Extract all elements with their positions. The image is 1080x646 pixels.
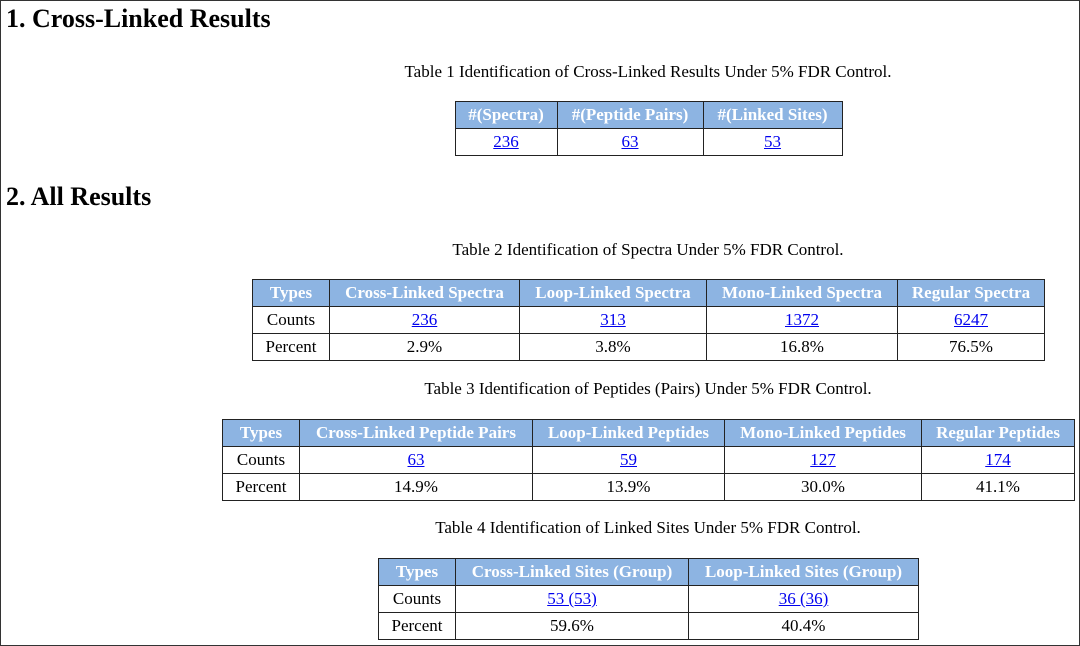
table-row: Counts 236 313 1372 6247 [252,306,1045,334]
header-cell: #(Spectra) [454,101,558,129]
count-link[interactable]: 6247 [954,310,988,329]
data-table: Types Cross-Linked Peptide Pairs Loop-Link… [222,419,1075,501]
count-link[interactable]: 1372 [785,310,819,329]
table-row: Percent 14.9% 13.9% 30.0% 41.1% [222,473,1075,501]
data-table: Types Cross-Linked Sites (Group) Loop-Link… [378,558,919,640]
count-link[interactable]: 36 (36) [778,589,829,608]
table-row: Counts 53 (53) 36 (36) [378,585,919,613]
count-link[interactable]: 59 [620,450,637,469]
table-caption: Table 1 Identification of Cross-Linked R… [404,62,892,81]
table-cell: 3.8% [519,333,707,361]
table-cell: 30.0% [724,473,922,501]
table-cell: 53 [702,128,843,156]
header-cell: Cross-Linked Sites (Group) [455,558,689,586]
table-cell: 59.6% [455,612,689,640]
table-cell: 59 [532,446,725,474]
header-cell: Types [252,279,330,307]
table-cell: 76.5% [897,333,1045,361]
table-cell: Percent [378,612,456,640]
header-cell: Mono-Linked Peptides [724,419,922,447]
table-cell: 63 [556,128,704,156]
header-cell: Loop-Linked Sites (Group) [688,558,919,586]
table-cell: Percent [222,473,300,501]
header-cell: Regular Spectra [897,279,1045,307]
count-link[interactable]: 53 [764,132,781,151]
header-row: Types Cross-Linked Sites (Group) Loop-Link… [378,558,919,586]
table-cell: Counts [222,446,300,474]
table-cell: Counts [378,585,456,613]
table-caption: Table 3 Identification of Peptides (Pair… [424,379,872,398]
count-link[interactable]: 174 [985,450,1011,469]
table-cell: 14.9% [299,473,533,501]
header-cell: #(Peptide Pairs) [556,101,704,129]
header-row: Types Cross-Linked Spectra Loop-Linked Spe… [252,279,1045,307]
table-cell: 41.1% [921,473,1075,501]
table-cell: 6247 [897,306,1045,334]
table-cell: Percent [252,333,330,361]
table-caption: Table 4 Identification of Linked Sites U… [435,518,861,537]
table-cell: 1372 [706,306,898,334]
count-link[interactable]: 236 [493,132,519,151]
count-link[interactable]: 63 [407,450,425,469]
header-cell: Loop-Linked Spectra [519,279,707,307]
table-cell: 174 [921,446,1075,474]
count-link[interactable]: 127 [810,450,836,469]
table-caption: Table 2 Identification of Spectra Under … [452,240,844,259]
section-heading: 1. Cross-Linked Results [6,4,271,33]
table-row: 236 63 53 [454,128,843,156]
table-cell: 236 [454,128,558,156]
header-cell: #(Linked Sites) [702,101,843,129]
table-row: Percent 2.9% 3.8% 16.8% 76.5% [252,333,1045,361]
count-link[interactable]: 63 [621,132,639,151]
header-cell: Types [378,558,456,586]
table-cell: 2.9% [329,333,520,361]
table-cell: 13.9% [532,473,725,501]
header-row: Types Cross-Linked Peptide Pairs Loop-Link… [222,419,1075,447]
header-cell: Regular Peptides [921,419,1075,447]
count-link[interactable]: 313 [600,310,626,329]
section-heading: 2. All Results [6,182,152,211]
header-cell: Cross-Linked Peptide Pairs [299,419,533,447]
data-table: #(Spectra) #(Peptide Pairs) #(Linked Sites… [454,101,843,156]
table-cell: 53 (53) [455,585,689,613]
header-row: #(Spectra) #(Peptide Pairs) #(Linked Sites… [454,101,843,129]
table-cell: 16.8% [706,333,898,361]
table-cell: 63 [299,446,533,474]
header-cell: Mono-Linked Spectra [706,279,898,307]
header-cell: Cross-Linked Spectra [329,279,520,307]
table-cell: Counts [252,306,330,334]
header-cell: Types [222,419,300,447]
table-cell: 40.4% [688,612,919,640]
count-link[interactable]: 236 [411,310,438,329]
data-table: Types Cross-Linked Spectra Loop-Linked Spe… [252,279,1045,361]
count-link[interactable]: 53 (53) [547,589,597,608]
table-row: Counts 63 59 127 174 [222,446,1075,474]
table-cell: 36 (36) [688,585,919,613]
table-cell: 236 [329,306,520,334]
table-row: Percent 59.6% 40.4% [378,612,919,640]
table-cell: 313 [519,306,707,334]
table-cell: 127 [724,446,922,474]
header-cell: Loop-Linked Peptides [532,419,725,447]
